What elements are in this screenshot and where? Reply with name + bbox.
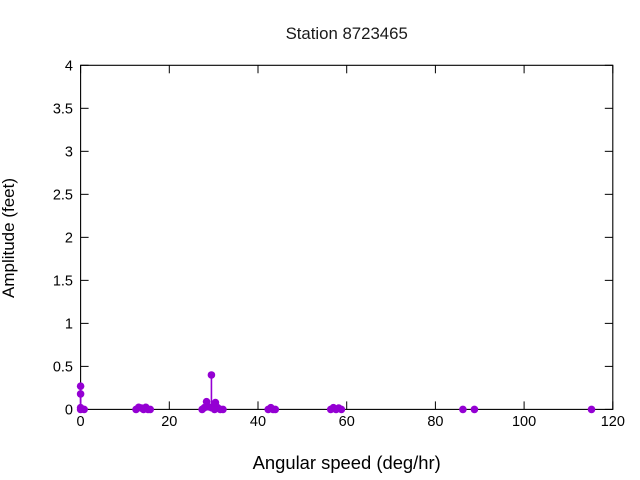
svg-text:0: 0 (65, 403, 73, 419)
svg-text:0.5: 0.5 (53, 360, 73, 376)
svg-text:1: 1 (65, 317, 73, 333)
svg-text:3.5: 3.5 (53, 102, 73, 118)
svg-text:80: 80 (427, 414, 443, 430)
svg-text:20: 20 (161, 414, 177, 430)
svg-text:3: 3 (65, 145, 73, 161)
svg-text:0: 0 (77, 414, 85, 430)
svg-text:4: 4 (65, 59, 73, 75)
svg-text:120: 120 (601, 414, 625, 430)
svg-text:1.5: 1.5 (53, 274, 73, 290)
svg-text:40: 40 (250, 414, 266, 430)
svg-text:60: 60 (339, 414, 355, 430)
svg-text:Amplitude (feet): Amplitude (feet) (0, 178, 18, 298)
svg-text:Station 8723465: Station 8723465 (286, 24, 408, 43)
svg-text:Angular speed (deg/hr): Angular speed (deg/hr) (253, 452, 441, 473)
svg-text:100: 100 (512, 414, 536, 430)
svg-text:2.5: 2.5 (53, 188, 73, 204)
svg-text:2: 2 (65, 231, 73, 247)
